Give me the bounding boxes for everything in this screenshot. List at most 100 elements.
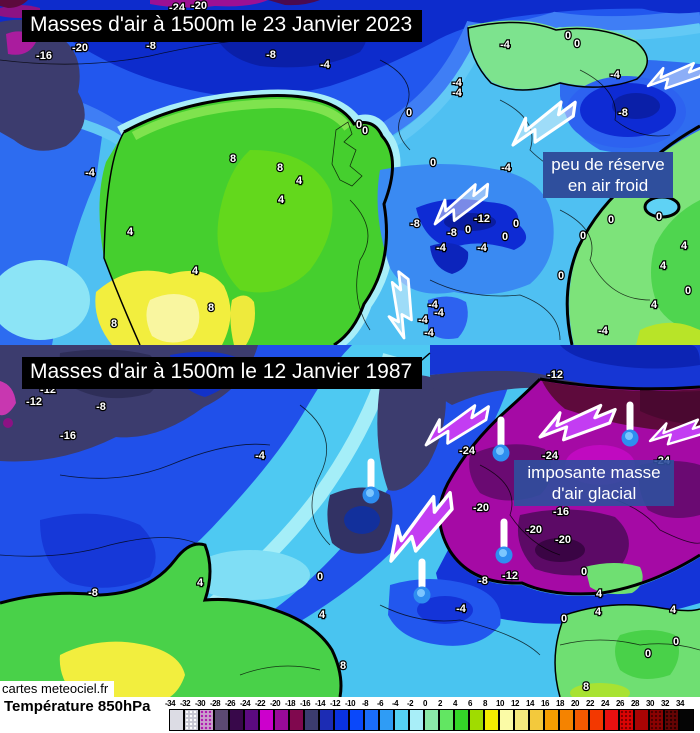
legend-color-cell <box>484 709 499 731</box>
temp-label: 0 <box>574 38 580 50</box>
temp-label: -8 <box>447 227 457 239</box>
legend-tick: 2 <box>438 699 442 708</box>
temp-label: -16 <box>553 506 569 518</box>
legend-color-cell <box>289 709 304 731</box>
legend-color-cell <box>259 709 274 731</box>
legend-tick: -4 <box>391 699 399 708</box>
temp-label: -4 <box>436 242 447 254</box>
attribution-watermark: cartes meteociel.fr <box>0 681 115 697</box>
legend-color-cell <box>589 709 604 731</box>
legend-color-cell <box>619 709 634 731</box>
temp-label: 4 <box>127 226 134 238</box>
temp-label: -4 <box>418 314 429 326</box>
weather-map-1987: -12-12-8-16-12-4-24-24-24-20-16-20-20-12… <box>0 345 700 697</box>
thermometer-icon <box>621 401 639 447</box>
cold-air-flow-arrow-icon <box>538 403 617 442</box>
temp-label: -4 <box>255 450 266 462</box>
annotation-2023-line1: peu de réserve <box>551 155 665 174</box>
temp-label: -20 <box>191 0 207 12</box>
legend-tick: -34 <box>164 699 176 708</box>
temp-label: -20 <box>473 502 489 514</box>
temperature-field-layer <box>0 0 700 345</box>
legend-tick: -32 <box>179 699 191 708</box>
legend-color-cell <box>559 709 574 731</box>
air-flow-arrow-icon <box>433 182 490 226</box>
temp-label: 4 <box>681 240 688 252</box>
temp-label: -4 <box>452 87 463 99</box>
weather-map-2023: -24 -20-16-20 -8-8-4-400-4-4-4-800 0-488440… <box>0 0 700 345</box>
temp-label: 4 <box>319 609 326 621</box>
temperature-labels-layer: -24 -20-16-20 -8-8-4-400-4-4-4-800 0-488440… <box>35 0 692 340</box>
temp-label: -12 <box>547 369 563 381</box>
legend-tick: -2 <box>406 699 414 708</box>
temp-label: -20 <box>555 534 571 546</box>
temperature-legend: Température 850hPa -34 -32 -30 -28 -26 -24 -22… <box>0 697 700 733</box>
legend-tick: 20 <box>571 699 579 708</box>
legend-tick: 32 <box>661 699 669 708</box>
temp-label: -20 <box>526 524 542 536</box>
temp-label: 8 <box>583 681 589 693</box>
legend-tick: 10 <box>496 699 504 708</box>
temp-label: 0 <box>513 218 519 230</box>
temp-label: 4 <box>670 604 677 616</box>
legend-tick: 22 <box>586 699 594 708</box>
legend-tick: 0 <box>423 699 427 708</box>
temp-label: -8 <box>146 40 156 52</box>
legend-tick: 4 <box>453 699 457 708</box>
legend-color-cell <box>334 709 349 731</box>
temp-label: 4 <box>660 260 667 272</box>
temp-label: -4 <box>424 327 435 339</box>
legend-color-cell <box>679 709 694 731</box>
legend-tick: -10 <box>344 699 356 708</box>
temp-label: 0 <box>645 648 651 660</box>
legend-color-cell <box>454 709 469 731</box>
temp-label: -4 <box>452 77 463 89</box>
legend-color-cell <box>574 709 589 731</box>
annotation-1987: imposante masse d'air glacial <box>514 460 674 506</box>
legend-tick: -24 <box>239 699 251 708</box>
temp-label: -8 <box>410 218 420 230</box>
legend-tick: 16 <box>541 699 549 708</box>
legend-color-cell <box>364 709 379 731</box>
temp-label: -8 <box>88 587 98 599</box>
annotation-2023: peu de réserve en air froid <box>543 152 673 198</box>
temp-label: 4 <box>296 175 303 187</box>
thermometer-icon <box>495 518 513 564</box>
temp-label: -24 <box>459 445 476 457</box>
legend-color-cell <box>409 709 424 731</box>
temp-label: -12 <box>26 396 42 408</box>
temp-label: 0 <box>673 636 679 648</box>
legend-tick: 26 <box>616 699 624 708</box>
legend-color-cell <box>379 709 394 731</box>
legend-tick: -22 <box>254 699 266 708</box>
map-1987-section: -12-12-8-16-12-4-24-24-24-20-16-20-20-12… <box>0 345 700 697</box>
annotation-icons-layer <box>387 61 700 340</box>
cold-air-flow-arrow-icon <box>424 404 490 447</box>
legend-color-cell <box>199 709 214 731</box>
temp-label: -4 <box>477 242 488 254</box>
legend-tick: 14 <box>526 699 534 708</box>
temp-label: -8 <box>266 49 276 61</box>
temp-label: 0 <box>317 571 323 583</box>
temp-label: -16 <box>60 430 76 442</box>
legend-tick: 28 <box>631 699 639 708</box>
air-flow-arrow-icon <box>646 61 700 90</box>
temp-label: -4 <box>320 59 331 71</box>
legend-tick: 6 <box>468 699 472 708</box>
thermometer-icon <box>362 458 380 504</box>
legend-tick: -8 <box>361 699 369 708</box>
map-2023-title: Masses d'air à 1500m le 23 Janvier 2023 <box>22 10 423 42</box>
temp-label: 0 <box>502 231 508 243</box>
legend-tick: -16 <box>299 699 311 708</box>
temp-label: 8 <box>208 302 214 314</box>
temp-label: -8 <box>96 401 106 413</box>
legend-color-cell <box>349 709 364 731</box>
legend-tick: 24 <box>601 699 609 708</box>
legend-color-cell <box>439 709 454 731</box>
temp-label: -4 <box>434 307 445 319</box>
temp-label: -4 <box>428 299 439 311</box>
temp-label: 0 <box>685 285 691 297</box>
legend-color-cell <box>634 709 649 731</box>
temp-label: 0 <box>561 613 567 625</box>
